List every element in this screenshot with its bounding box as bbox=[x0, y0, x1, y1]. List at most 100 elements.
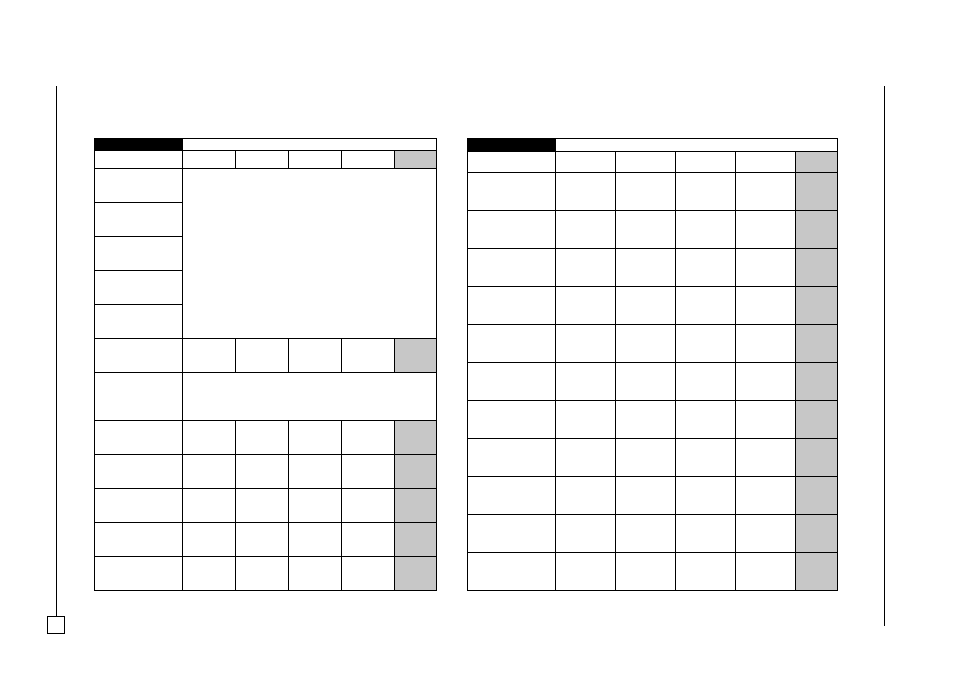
left-table-cell bbox=[95, 237, 183, 271]
right-table-row bbox=[468, 514, 838, 552]
right-table-cell bbox=[676, 248, 736, 286]
left-table-cell bbox=[395, 455, 437, 489]
left-table-cell bbox=[289, 339, 342, 373]
right-table-cell bbox=[616, 476, 676, 514]
right-table-row bbox=[468, 210, 838, 248]
right-table-cell bbox=[736, 248, 796, 286]
left-table-cell bbox=[95, 305, 183, 339]
right-table-cell bbox=[556, 362, 616, 400]
left-table-row bbox=[95, 421, 437, 455]
left-table-cell bbox=[95, 421, 183, 455]
left-table-cell bbox=[95, 373, 183, 421]
right-table-cell bbox=[468, 476, 556, 514]
right-table-cell bbox=[796, 286, 838, 324]
left-table-row bbox=[95, 151, 437, 169]
right-table-cell bbox=[616, 514, 676, 552]
left-table-row bbox=[95, 557, 437, 591]
right-table-cell bbox=[796, 552, 838, 590]
left-table-cell bbox=[236, 455, 289, 489]
left-table-cell bbox=[95, 523, 183, 557]
left-table-cell bbox=[95, 271, 183, 305]
right-table-cell bbox=[796, 476, 838, 514]
left-table-cell bbox=[289, 557, 342, 591]
right-table-cell bbox=[616, 400, 676, 438]
left-table-cell bbox=[183, 421, 236, 455]
right-table-cell bbox=[676, 286, 736, 324]
right-table-cell bbox=[616, 210, 676, 248]
right-table-cell bbox=[468, 152, 556, 172]
right-table-cell bbox=[556, 152, 616, 172]
right-table-cell bbox=[736, 514, 796, 552]
right-table-row bbox=[468, 438, 838, 476]
left-table-cell bbox=[395, 489, 437, 523]
right-table-cell bbox=[468, 248, 556, 286]
left-table-cell bbox=[183, 455, 236, 489]
left-table bbox=[94, 138, 437, 591]
left-table-cell bbox=[183, 339, 236, 373]
right-table-cell bbox=[796, 324, 838, 362]
left-table-cell bbox=[95, 557, 183, 591]
right-table-cell bbox=[616, 248, 676, 286]
right-table-row bbox=[468, 152, 838, 172]
left-table-cell bbox=[95, 151, 183, 169]
left-table-cell bbox=[183, 373, 437, 421]
right-table-cell bbox=[676, 152, 736, 172]
right-table-cell bbox=[736, 152, 796, 172]
right-table-row bbox=[468, 248, 838, 286]
left-table-cell bbox=[342, 557, 395, 591]
right-table-cell bbox=[616, 152, 676, 172]
right-table-cell bbox=[468, 286, 556, 324]
right-table-cell bbox=[468, 514, 556, 552]
right-table-cell bbox=[468, 172, 556, 210]
left-table-cell bbox=[342, 455, 395, 489]
right-table-row bbox=[468, 286, 838, 324]
right-table-cell bbox=[556, 476, 616, 514]
left-table-cell bbox=[289, 151, 342, 169]
left-table-cell bbox=[183, 557, 236, 591]
right-table-cell bbox=[676, 438, 736, 476]
right-table-cell bbox=[796, 514, 838, 552]
right-table-cell bbox=[468, 362, 556, 400]
right-table-cell bbox=[468, 552, 556, 590]
right-table-cell bbox=[468, 210, 556, 248]
page-border-left bbox=[56, 86, 57, 626]
right-table-cell bbox=[468, 324, 556, 362]
right-table-cell bbox=[616, 172, 676, 210]
left-table-row bbox=[95, 489, 437, 523]
left-table-row bbox=[95, 373, 437, 421]
left-table-cell bbox=[236, 489, 289, 523]
right-table-cell bbox=[796, 438, 838, 476]
right-table-cell bbox=[556, 324, 616, 362]
right-table-cell bbox=[796, 400, 838, 438]
left-table-cell bbox=[183, 151, 236, 169]
right-table-row bbox=[468, 172, 838, 210]
right-table-row bbox=[468, 139, 838, 152]
left-table-cell bbox=[183, 523, 236, 557]
left-table-cell bbox=[95, 339, 183, 373]
left-table-cell bbox=[95, 489, 183, 523]
left-table-cell bbox=[289, 523, 342, 557]
right-table-cell bbox=[556, 552, 616, 590]
right-table-cell bbox=[736, 172, 796, 210]
right-table-cell bbox=[736, 476, 796, 514]
left-table-row bbox=[95, 523, 437, 557]
left-table-cell bbox=[183, 489, 236, 523]
page-number-box bbox=[47, 616, 65, 634]
right-table-row bbox=[468, 400, 838, 438]
left-table-cell bbox=[236, 339, 289, 373]
right-table-cell bbox=[556, 438, 616, 476]
tables-container bbox=[94, 138, 838, 591]
right-table-cell bbox=[736, 438, 796, 476]
right-table-cell bbox=[676, 210, 736, 248]
right-table-cell bbox=[616, 324, 676, 362]
right-table-cell bbox=[676, 552, 736, 590]
left-table-cell bbox=[395, 523, 437, 557]
left-table-row bbox=[95, 339, 437, 373]
right-table-cell bbox=[676, 476, 736, 514]
left-table-cell bbox=[342, 489, 395, 523]
left-table-cell bbox=[95, 169, 183, 203]
right-table-cell bbox=[676, 362, 736, 400]
left-table-cell bbox=[236, 151, 289, 169]
right-table-cell bbox=[616, 362, 676, 400]
left-table-cell bbox=[236, 421, 289, 455]
